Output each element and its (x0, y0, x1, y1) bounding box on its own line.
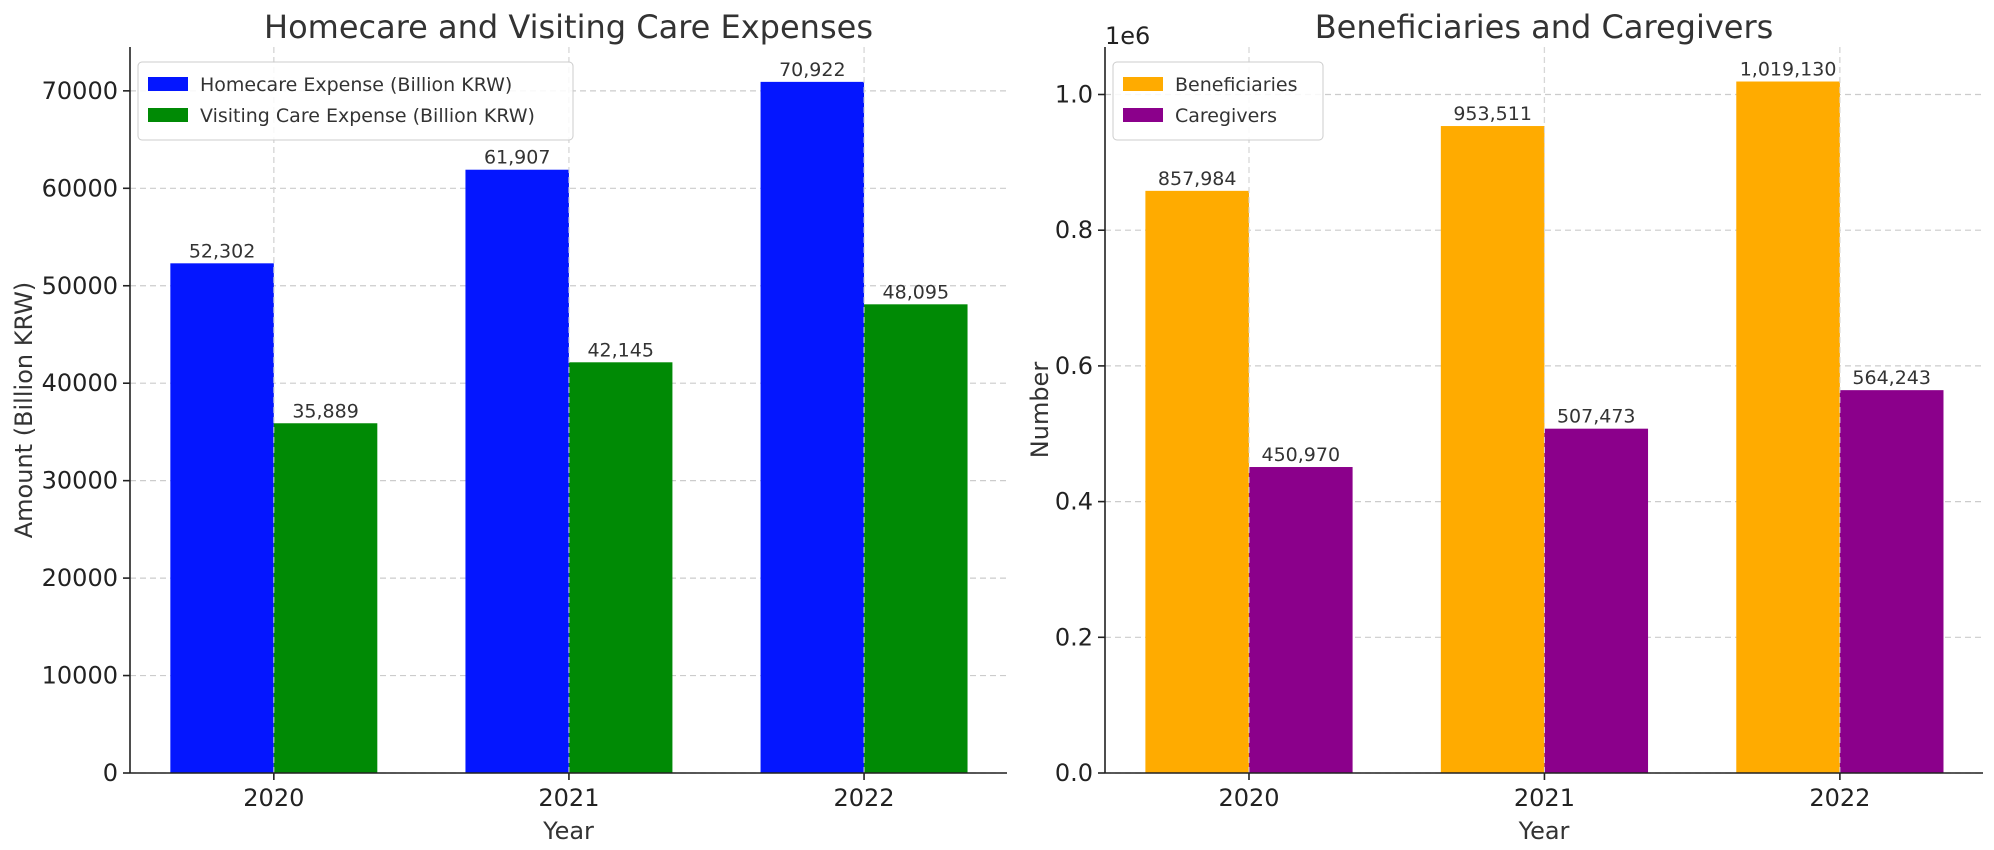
chart-2-y-tick-label: 0.0 (1055, 759, 1093, 787)
chart-2-y-offset-text: 1e6 (1105, 22, 1150, 50)
chart-1-legend-box (137, 61, 574, 141)
chart-2-legend-label-2: Caregivers (1175, 105, 1277, 127)
chart-2-legend-box (1112, 61, 1324, 141)
chart-2-bar-2-2022 (1839, 390, 1944, 773)
chart-2-y-tick-label: 1.0 (1055, 80, 1093, 108)
chart-2-bar-2-2021 (1544, 428, 1649, 773)
chart-2-data-label: 1,019,130 (1740, 59, 1837, 81)
chart-2-bar-1-2021 (1440, 126, 1545, 773)
chart-2-y-axis-label: Number (1026, 362, 1054, 459)
chart-2-x-tick-label: 2022 (1809, 784, 1870, 812)
chart-1-bar-1-2020 (170, 263, 274, 773)
chart-1-y-tick-label: 70000 (42, 77, 118, 105)
chart-2-y-tick-label: 0.6 (1055, 352, 1093, 380)
chart-2-x-axis-label: Year (1518, 817, 1570, 845)
chart-2-data-label: 953,511 (1453, 103, 1532, 125)
chart-1-y-tick-label: 50000 (42, 272, 118, 300)
chart-1-legend-swatch-2 (148, 108, 188, 122)
chart-2-title: Beneficiaries and Caregivers (1315, 8, 1774, 46)
chart-2-data-label: 857,984 (1158, 168, 1237, 190)
chart-2-legend-swatch-2 (1123, 108, 1163, 122)
chart-1-bar-2-2022 (864, 304, 968, 773)
chart-1-bar-1-2021 (465, 169, 569, 773)
chart-2-data-label: 507,473 (1557, 406, 1636, 428)
chart-1-legend-label-2: Visiting Care Expense (Billion KRW) (200, 105, 535, 127)
chart-2-y-tick-label: 0.4 (1055, 488, 1093, 516)
chart-2-data-label: 564,243 (1852, 367, 1931, 389)
chart-1-data-label: 35,889 (292, 400, 358, 422)
chart-1-y-tick-label: 0 (103, 759, 118, 787)
chart-2-data-label: 450,970 (1262, 444, 1341, 466)
chart-1-bar-2-2021 (568, 362, 673, 773)
chart-1-y-tick-label: 60000 (42, 174, 118, 202)
chart-1-x-axis-label: Year (542, 817, 594, 845)
chart-2-x-tick-label: 2020 (1218, 784, 1279, 812)
chart-2-bar-1-2020 (1145, 190, 1249, 773)
chart-1-data-label: 52,302 (189, 240, 255, 262)
chart-1-y-tick-label: 40000 (42, 369, 118, 397)
chart-1-legend-label-1: Homecare Expense (Billion KRW) (200, 74, 512, 96)
chart-2-legend-label-1: Beneficiaries (1175, 74, 1297, 96)
chart-1-data-label: 70,922 (779, 59, 845, 81)
chart-2-y-tick-label: 0.8 (1055, 216, 1093, 244)
chart-1-x-tick-label: 2021 (538, 784, 599, 812)
chart-2-y-tick-label: 0.2 (1055, 623, 1093, 651)
chart-1-y-tick-label: 10000 (42, 662, 118, 690)
chart-1-legend-swatch-1 (148, 77, 188, 91)
chart-1-bar-1-2022 (760, 81, 865, 773)
chart-2-x-tick-label: 2021 (1514, 784, 1575, 812)
chart-1-x-tick-label: 2022 (834, 784, 895, 812)
chart-1-data-label: 61,907 (484, 147, 550, 169)
chart-1-title: Homecare and Visiting Care Expenses (264, 8, 873, 46)
chart-1-bar-2-2020 (273, 423, 378, 773)
chart-1-data-label: 42,145 (587, 339, 653, 361)
chart-1-x-tick-label: 2020 (243, 784, 304, 812)
chart-1-y-tick-label: 30000 (42, 467, 118, 495)
chart-2-bar-1-2022 (1736, 81, 1840, 774)
chart-1-data-label: 48,095 (883, 281, 949, 303)
chart-2-legend-swatch-1 (1123, 77, 1163, 91)
chart-1-y-axis-label: Amount (Billion KRW) (10, 282, 38, 539)
chart-2-bar-2-2020 (1248, 467, 1353, 773)
chart-1-y-tick-label: 20000 (42, 564, 118, 592)
